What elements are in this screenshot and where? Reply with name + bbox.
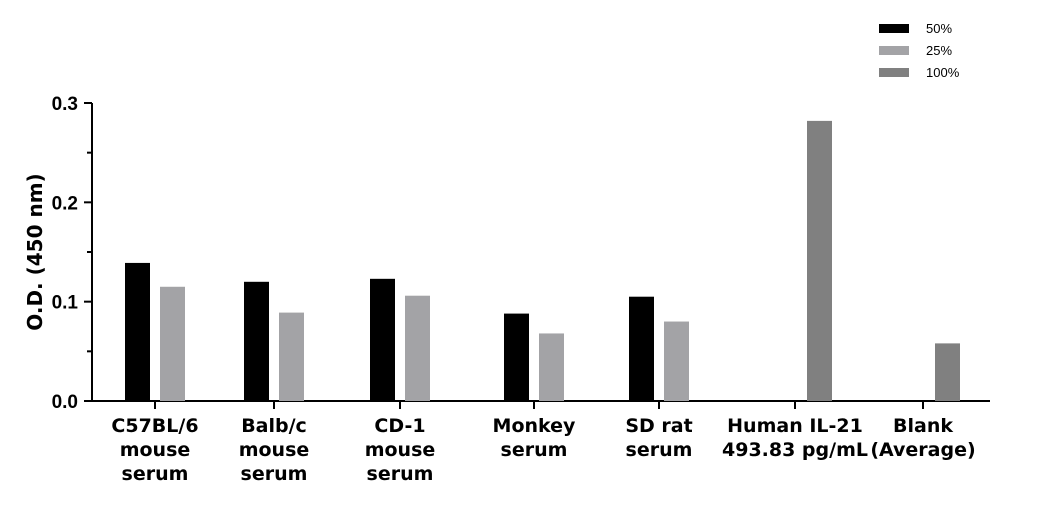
bar bbox=[279, 312, 304, 401]
bar bbox=[244, 281, 269, 401]
x-category-label-line: 493.83 pg/mL bbox=[722, 439, 868, 461]
x-category-label: Blank (Average) bbox=[870, 415, 975, 461]
legend-swatch bbox=[879, 46, 909, 55]
bar bbox=[664, 321, 689, 401]
x-category-label-line: serum bbox=[122, 463, 189, 485]
y-tick-label: 0.3 bbox=[52, 94, 78, 115]
legend-swatch bbox=[879, 68, 909, 77]
legend-label: 25% bbox=[926, 43, 952, 58]
x-category-label-line: serum bbox=[241, 463, 308, 485]
x-category-label: Balb/c mouse serum bbox=[239, 415, 310, 485]
y-tick-label: 0.2 bbox=[52, 193, 78, 214]
x-category-label-line: serum bbox=[367, 463, 434, 485]
bar bbox=[629, 296, 654, 401]
x-category-label-line: CD-1 bbox=[374, 415, 425, 437]
x-category-label-line: serum bbox=[501, 439, 568, 461]
x-category-label-line: Human IL-21 bbox=[727, 415, 863, 437]
y-axis: 0.0 0.1 0.2 0.3 bbox=[52, 94, 93, 413]
x-category-label-line: mouse bbox=[365, 439, 436, 461]
x-category-label-line: mouse bbox=[120, 439, 191, 461]
bar bbox=[125, 262, 150, 401]
bar bbox=[807, 120, 832, 401]
x-category-label-line: Balb/c bbox=[241, 415, 307, 437]
x-category-label: C57BL/6 mouse serum bbox=[111, 415, 198, 485]
x-category-label-line: C57BL/6 bbox=[111, 415, 198, 437]
bar bbox=[539, 333, 564, 401]
legend-swatch bbox=[879, 24, 909, 33]
y-axis-title: O.D. (450 nm) bbox=[23, 173, 47, 330]
bar bbox=[504, 313, 529, 401]
x-category-label-line: Blank bbox=[893, 415, 953, 437]
x-category-label-line: SD rat bbox=[625, 415, 692, 437]
legend-label: 50% bbox=[926, 21, 952, 36]
x-category-label: SD rat serum bbox=[625, 415, 692, 461]
bars bbox=[125, 120, 960, 401]
x-category-label-line: (Average) bbox=[870, 439, 975, 461]
y-tick-label: 0.0 bbox=[52, 392, 78, 413]
x-category-label-line: Monkey bbox=[493, 415, 576, 437]
x-category-label: Monkey serum bbox=[493, 415, 576, 461]
bar bbox=[935, 343, 960, 401]
legend-label: 100% bbox=[926, 65, 960, 80]
y-tick-label: 0.1 bbox=[52, 293, 79, 314]
x-category-label-line: mouse bbox=[239, 439, 310, 461]
x-category-label: CD-1 mouse serum bbox=[365, 415, 436, 485]
legend: 50% 25% 100% bbox=[879, 21, 960, 80]
x-category-label: Human IL-21 493.83 pg/mL bbox=[722, 415, 868, 461]
bar bbox=[370, 278, 395, 401]
bar bbox=[405, 295, 430, 401]
bar bbox=[160, 286, 185, 401]
x-category-label-line: serum bbox=[626, 439, 693, 461]
